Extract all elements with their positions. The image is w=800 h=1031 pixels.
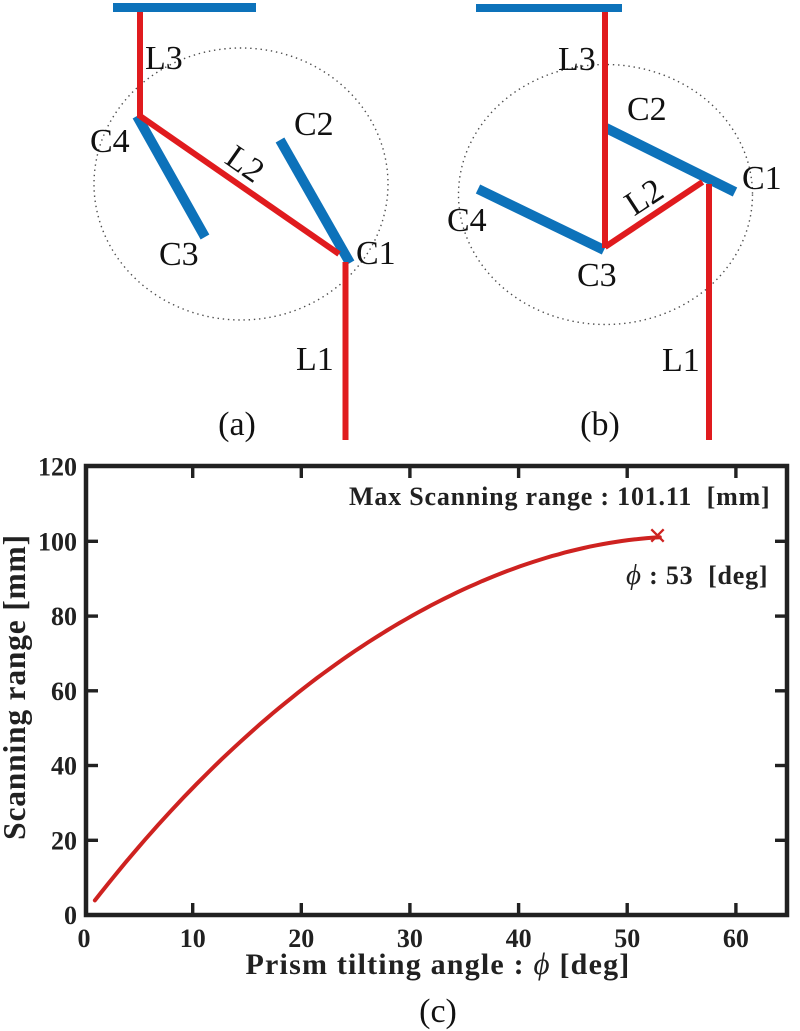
svg-text:L1: L1 — [662, 342, 700, 379]
svg-text:Max Scanning range : 101.11 [: Max Scanning range : 101.11 [mm] — [349, 482, 770, 511]
svg-text:C3: C3 — [159, 236, 199, 273]
svg-text:C4: C4 — [90, 123, 130, 160]
svg-text:120: 120 — [38, 453, 77, 482]
svg-text:(a): (a) — [218, 406, 256, 443]
svg-text:(b): (b) — [580, 406, 620, 443]
svg-text:L1: L1 — [296, 341, 334, 378]
svg-text:30: 30 — [397, 924, 423, 953]
svg-text:C4: C4 — [447, 202, 487, 239]
svg-text:0: 0 — [78, 924, 91, 953]
svg-text:40: 40 — [506, 924, 532, 953]
svg-text:C3: C3 — [577, 257, 617, 294]
svg-text:20: 20 — [288, 924, 314, 953]
svg-text:Scanning range [mm]: Scanning range [mm] — [0, 534, 32, 840]
svg-text:C2: C2 — [627, 91, 667, 128]
svg-text:50: 50 — [614, 924, 640, 953]
svg-text:60: 60 — [723, 924, 749, 953]
svg-text:60: 60 — [51, 677, 77, 706]
svg-text:40: 40 — [51, 752, 77, 781]
svg-text:ϕ : 53 [deg]: ϕ : 53 [deg] — [626, 559, 768, 591]
svg-text:100: 100 — [38, 527, 77, 556]
svg-text:80: 80 — [51, 602, 77, 631]
svg-text:Prism tilting angle : ϕ [deg]: Prism tilting angle : ϕ [deg] — [246, 946, 631, 981]
svg-text:C1: C1 — [356, 235, 396, 272]
svg-text:C1: C1 — [742, 160, 782, 197]
svg-text:C2: C2 — [294, 106, 334, 143]
svg-text:L3: L3 — [145, 40, 183, 77]
svg-text:(c): (c) — [419, 993, 457, 1030]
svg-text:20: 20 — [51, 826, 77, 855]
svg-text:10: 10 — [180, 924, 206, 953]
svg-text:L3: L3 — [558, 41, 596, 78]
svg-text:0: 0 — [64, 901, 77, 930]
